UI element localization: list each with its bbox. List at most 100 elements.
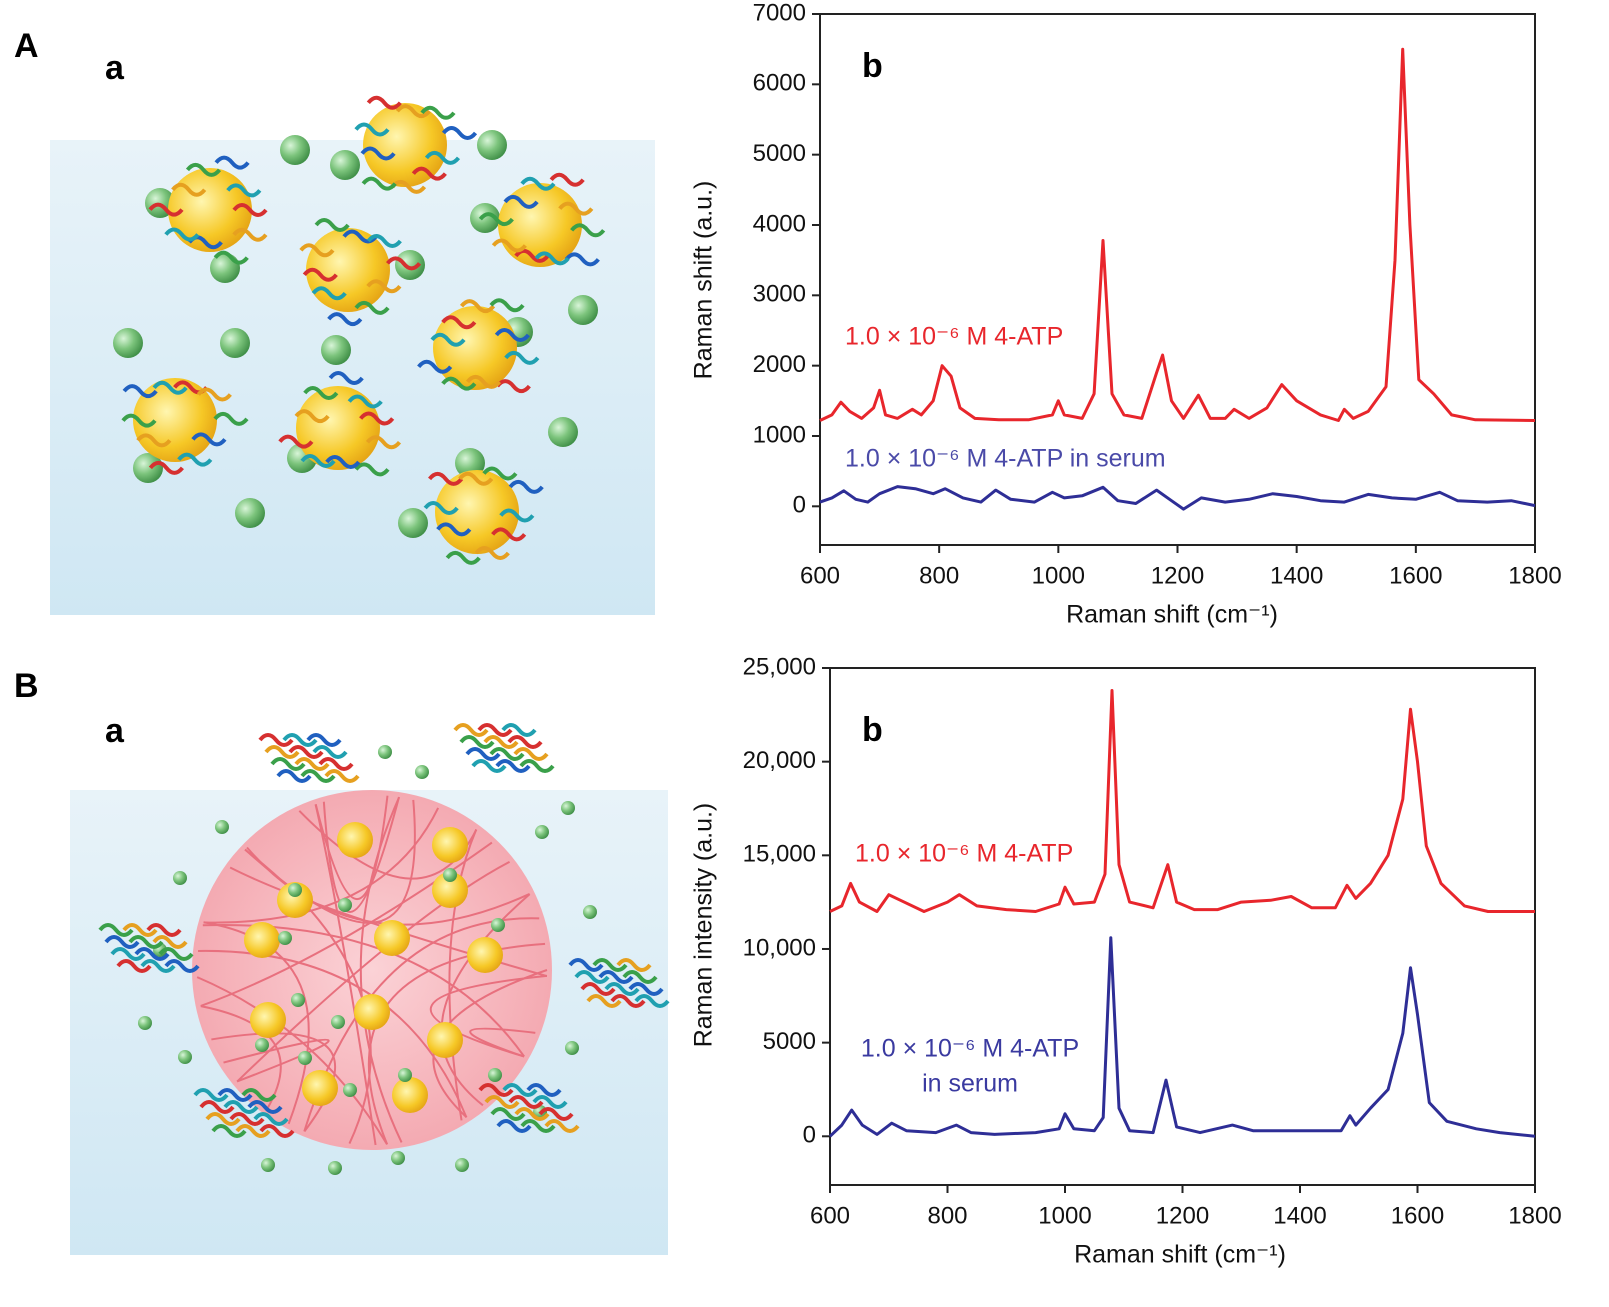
protein	[570, 223, 606, 238]
protein	[420, 105, 456, 120]
protein	[502, 1083, 538, 1097]
protein	[483, 735, 519, 749]
protein	[520, 1119, 556, 1133]
x-tick-label: 600	[800, 562, 840, 589]
protein	[288, 745, 324, 759]
protein	[327, 312, 363, 327]
protein	[229, 1112, 265, 1126]
protein	[278, 434, 314, 449]
y-axis-label: Raman intensity (a.u.)	[690, 803, 718, 1048]
x-tick-label: 800	[927, 1202, 967, 1229]
protein	[158, 947, 194, 961]
protein	[580, 982, 616, 996]
protein	[121, 413, 157, 428]
protein	[354, 300, 390, 315]
protein	[549, 172, 585, 187]
protein	[359, 411, 395, 426]
protein	[328, 371, 364, 386]
protein	[598, 970, 634, 984]
annotation: in serum	[922, 1070, 1018, 1098]
protein	[491, 238, 527, 253]
plot-frame	[829, 667, 1536, 1186]
protein	[424, 150, 461, 165]
protein	[361, 176, 397, 191]
protein	[445, 550, 481, 565]
protein	[104, 935, 140, 949]
fiber	[200, 1005, 282, 1111]
x-tick-label: 600	[810, 1202, 850, 1229]
fiber	[196, 976, 388, 1145]
panel-label: b	[862, 47, 883, 85]
protein	[514, 1107, 550, 1121]
panel-sublabel: a	[105, 49, 125, 87]
panel-label: A	[14, 27, 39, 65]
y-tick-label: 2000	[753, 351, 806, 378]
x-tick-label: 1800	[1508, 562, 1561, 589]
protein	[520, 176, 556, 191]
particle	[398, 1068, 412, 1082]
protein	[395, 104, 431, 119]
protein	[568, 958, 604, 972]
protein	[191, 432, 227, 447]
protein	[489, 747, 525, 761]
protein	[604, 982, 640, 996]
protein	[458, 471, 494, 486]
fiber	[430, 974, 548, 1058]
gold-nanoparticle	[467, 937, 503, 973]
particle	[470, 203, 500, 233]
protein	[152, 935, 188, 949]
protein	[459, 299, 496, 314]
particle	[288, 883, 302, 897]
x-tick-label: 800	[919, 562, 959, 589]
protein	[347, 394, 383, 409]
protein	[300, 769, 336, 783]
y-tick-label: 0	[793, 492, 806, 519]
protein	[253, 1112, 289, 1126]
y-tick-label: 15,000	[743, 841, 816, 868]
protein	[558, 201, 594, 216]
fiber	[198, 949, 468, 1118]
protein	[534, 251, 570, 266]
y-tick-label: 3000	[753, 281, 806, 308]
particle	[178, 1050, 192, 1064]
protein	[417, 359, 453, 374]
protein	[441, 315, 477, 330]
particle	[415, 765, 429, 779]
annotation: 1.0 × 10⁻⁶ M 4-ATP	[855, 840, 1073, 868]
protein	[365, 435, 402, 450]
protein	[385, 256, 422, 271]
protein	[282, 733, 318, 747]
protein	[366, 279, 402, 294]
protein	[98, 923, 134, 937]
particle	[133, 453, 163, 483]
protein	[441, 376, 477, 391]
y-tick-label: 5000	[763, 1028, 816, 1055]
protein	[164, 959, 200, 973]
protein	[459, 735, 495, 749]
protein	[211, 1124, 247, 1138]
protein	[495, 379, 531, 394]
protein	[152, 380, 188, 395]
protein	[276, 769, 312, 783]
protein	[318, 757, 354, 771]
particle	[568, 295, 598, 325]
protein	[241, 1088, 277, 1102]
protein	[140, 959, 176, 973]
x-tick-label: 1000	[1038, 1202, 1091, 1229]
particle	[261, 1158, 275, 1172]
y-tick-label: 10,000	[743, 934, 816, 961]
protein	[259, 1124, 295, 1138]
protein	[300, 454, 336, 469]
gold-nanoparticle	[306, 228, 390, 312]
y-tick-label: 5000	[753, 140, 806, 167]
protein	[213, 411, 249, 426]
gold-nanoparticle	[427, 1022, 463, 1058]
panel-label: b	[862, 711, 883, 749]
illustration-a	[50, 95, 655, 615]
protein	[490, 1107, 526, 1121]
protein	[366, 233, 402, 248]
protein	[205, 1112, 241, 1126]
protein	[474, 545, 510, 560]
protein	[294, 409, 330, 424]
protein	[325, 455, 361, 469]
